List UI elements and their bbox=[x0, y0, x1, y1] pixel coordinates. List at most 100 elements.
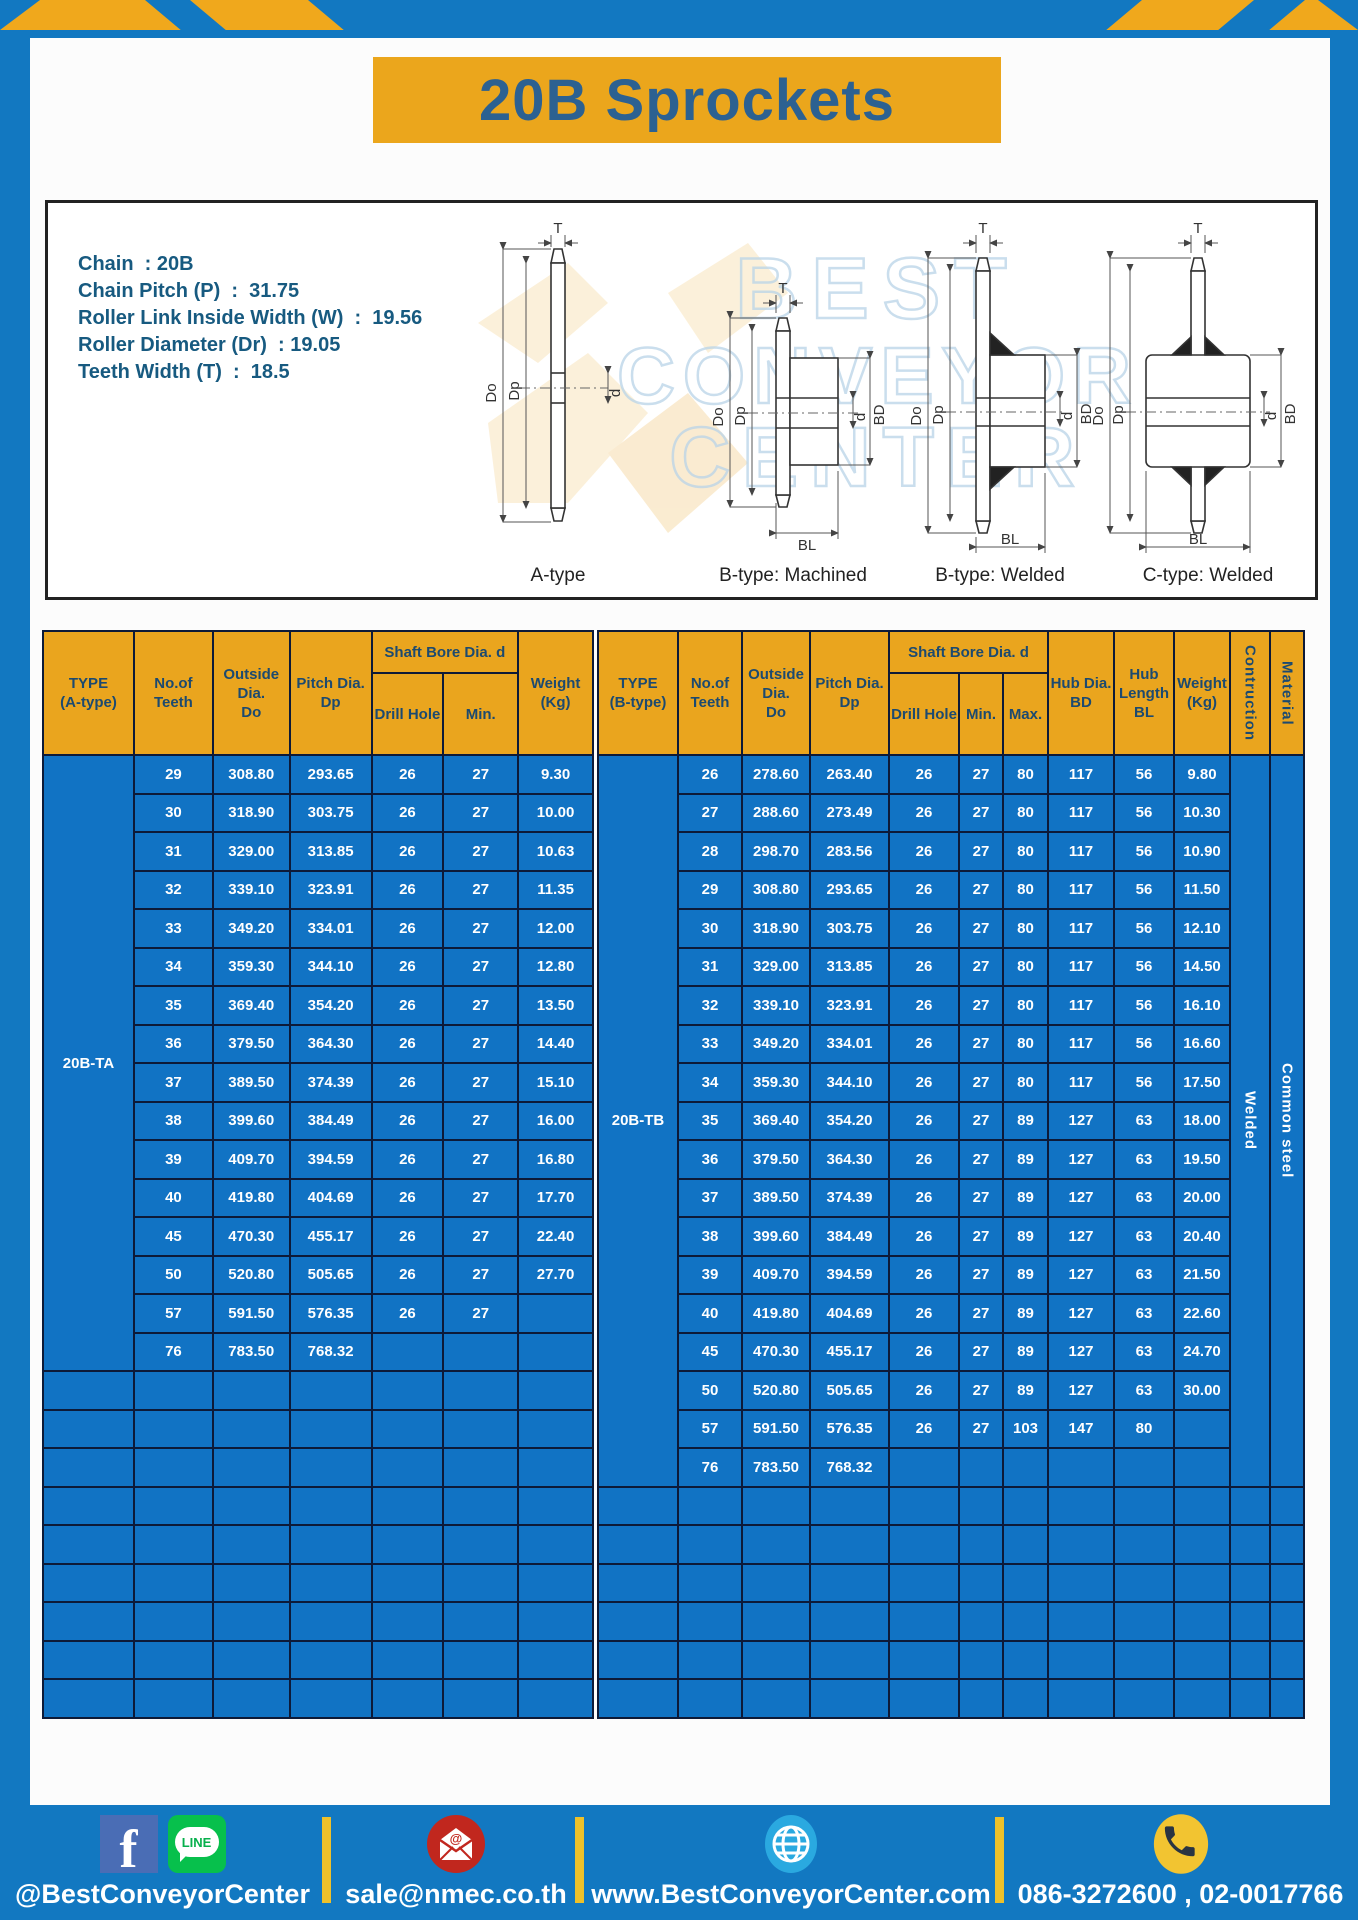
diagram-caption: B-type: Machined bbox=[719, 565, 867, 586]
social-handle[interactable]: @BestConveyorCenter bbox=[15, 1879, 310, 1909]
svg-text:BL: BL bbox=[1001, 531, 1019, 548]
email-address[interactable]: sale@nmec.co.th bbox=[345, 1879, 567, 1909]
table-cell: 263.40 bbox=[809, 754, 890, 795]
table-cell: 117 bbox=[1047, 908, 1115, 949]
table-cell: 147 bbox=[1047, 1408, 1115, 1449]
table-cell bbox=[1113, 1485, 1175, 1526]
table-cell: 80 bbox=[1002, 946, 1049, 987]
website-url[interactable]: www.BestConveyorCenter.com bbox=[591, 1879, 991, 1909]
table-cell bbox=[1173, 1524, 1231, 1565]
table-cell: 35 bbox=[132, 985, 214, 1026]
globe-icon[interactable] bbox=[761, 1814, 821, 1874]
table-cell: 26 bbox=[370, 831, 445, 872]
table-a-header: TYPE (A-type) No.of Teeth Outside Dia. D… bbox=[42, 630, 594, 756]
phone-numbers[interactable]: 086-3272600 , 02-0017766 bbox=[1017, 1879, 1344, 1909]
table-cell bbox=[517, 1678, 594, 1719]
table-cell bbox=[809, 1562, 890, 1603]
svg-text:BL: BL bbox=[1189, 531, 1207, 548]
table-cell: 26 bbox=[888, 1254, 960, 1295]
corner-triangle bbox=[1318, 0, 1358, 30]
facebook-icon[interactable]: f bbox=[99, 1815, 158, 1876]
table-cell bbox=[442, 1485, 520, 1526]
table-cell bbox=[741, 1678, 811, 1719]
table-cell bbox=[1173, 1678, 1231, 1719]
table-cell: 334.01 bbox=[809, 1023, 890, 1064]
column-header-pitch-dia: Pitch Dia. Dp bbox=[809, 630, 890, 756]
table-cell: 27 bbox=[958, 792, 1004, 833]
table-cell bbox=[1269, 1524, 1305, 1565]
email-icon[interactable]: @ bbox=[426, 1814, 486, 1874]
column-header-hub-length: Hub Length BL bbox=[1113, 630, 1175, 756]
hazard-stripe bbox=[190, 0, 344, 30]
table-cell: 26 bbox=[888, 985, 960, 1026]
table-cell: 27 bbox=[958, 1100, 1004, 1141]
column-header-hub-dia: Hub Dia. BD bbox=[1047, 630, 1115, 756]
table-cell: 308.80 bbox=[741, 869, 811, 910]
table-cell: 308.80 bbox=[211, 754, 291, 795]
table-cell: 384.49 bbox=[809, 1216, 890, 1257]
table-cell bbox=[370, 1678, 445, 1719]
table-cell: 30.00 bbox=[1173, 1370, 1231, 1411]
table-cell bbox=[888, 1562, 960, 1603]
table-cell: 11.50 bbox=[1173, 869, 1231, 910]
footer-divider bbox=[995, 1817, 1004, 1903]
table-cell: 63 bbox=[1113, 1139, 1175, 1180]
table-cell bbox=[1269, 1601, 1305, 1642]
table-cell: 26 bbox=[370, 754, 445, 795]
table-cell: 26 bbox=[888, 946, 960, 987]
table-cell: 80 bbox=[1113, 1408, 1175, 1449]
table-cell bbox=[1047, 1678, 1115, 1719]
phone-icon[interactable] bbox=[1150, 1813, 1212, 1875]
table-cell: 26 bbox=[370, 1293, 445, 1334]
line-icon[interactable]: LINE bbox=[167, 1815, 226, 1873]
table-cell: 293.65 bbox=[288, 754, 373, 795]
sprocket-c-welded-drawing bbox=[1145, 257, 1251, 534]
table-row: 34 359.30 344.10 26 27 12.80 bbox=[43, 946, 594, 987]
table-row bbox=[42, 1639, 594, 1680]
column-header-max: Max. bbox=[1002, 672, 1049, 756]
table-row: 27 288.60 273.49 26 27 80 117 56 10.30 bbox=[598, 792, 1304, 833]
table-cell: 455.17 bbox=[809, 1331, 890, 1372]
table-cell: 26 bbox=[888, 1216, 960, 1257]
table-cell bbox=[597, 1601, 679, 1642]
table-cell bbox=[42, 1408, 135, 1449]
svg-text:BL: BL bbox=[798, 537, 816, 554]
table-cell bbox=[1047, 1485, 1115, 1526]
table-cell: 389.50 bbox=[211, 1062, 291, 1103]
table-cell bbox=[1269, 1485, 1305, 1526]
table-cell bbox=[1002, 1447, 1049, 1488]
table-cell: 89 bbox=[1002, 1139, 1049, 1180]
table-cell: 768.32 bbox=[809, 1447, 890, 1488]
table-cell: 32 bbox=[132, 869, 214, 910]
table-cell: 34 bbox=[677, 1062, 743, 1103]
table-cell bbox=[597, 1524, 679, 1565]
table-cell: 323.91 bbox=[809, 985, 890, 1026]
table-cell: 89 bbox=[1002, 1370, 1049, 1411]
svg-text:Dp: Dp bbox=[732, 406, 749, 425]
table-cell bbox=[809, 1524, 890, 1565]
svg-text:Dp: Dp bbox=[506, 381, 523, 400]
table-cell bbox=[132, 1447, 214, 1488]
column-header-construction: Contruction bbox=[1229, 630, 1271, 756]
table-cell: 56 bbox=[1113, 869, 1175, 910]
column-header-outside-dia: Outside Dia. Do bbox=[211, 630, 291, 756]
table-cell: 27 bbox=[958, 1216, 1004, 1257]
table-cell bbox=[1173, 1639, 1231, 1680]
table-cell: 273.49 bbox=[809, 792, 890, 833]
sprocket-a-drawing bbox=[549, 248, 567, 522]
table-cell: 15.10 bbox=[517, 1062, 594, 1103]
table-cell: 323.91 bbox=[288, 869, 373, 910]
table-cell: 56 bbox=[1113, 1062, 1175, 1103]
table-row bbox=[597, 1601, 1305, 1642]
table-cell bbox=[288, 1408, 373, 1449]
table-cell: 35 bbox=[677, 1100, 743, 1141]
svg-text:BD: BD bbox=[1282, 403, 1299, 424]
table-cell: 24.70 bbox=[1173, 1331, 1231, 1372]
table-cell: 394.59 bbox=[809, 1254, 890, 1295]
table-cell: 9.80 bbox=[1173, 754, 1231, 795]
table-cell bbox=[677, 1485, 743, 1526]
column-header-material: Material bbox=[1269, 630, 1305, 756]
table-cell: 379.50 bbox=[741, 1139, 811, 1180]
table-cell: 40 bbox=[132, 1177, 214, 1218]
